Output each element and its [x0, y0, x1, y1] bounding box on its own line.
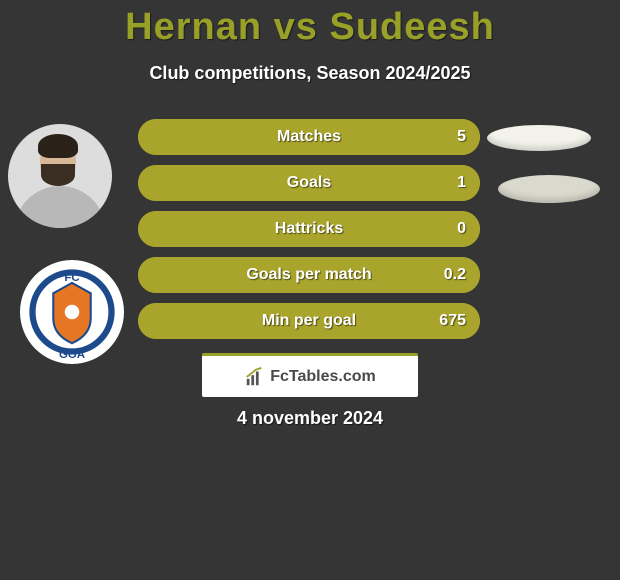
vs-text: vs [274, 6, 318, 48]
side-pill [487, 125, 591, 151]
stat-value: 5 [457, 128, 466, 146]
date-text: 4 november 2024 [0, 408, 620, 429]
watermark-text: FcTables.com [270, 368, 376, 386]
stat-label: Min per goal [262, 312, 356, 330]
subtitle: Club competitions, Season 2024/2025 [0, 63, 620, 84]
stat-value: 0 [457, 220, 466, 238]
stat-value: 1 [457, 174, 466, 192]
stat-label: Goals per match [246, 266, 371, 284]
stat-label: Goals [287, 174, 331, 192]
player1-avatar [8, 124, 112, 228]
svg-text:FC: FC [64, 272, 79, 284]
stat-row: Hattricks 0 [138, 211, 480, 247]
player2-club-badge: FC GOA [20, 260, 124, 364]
svg-text:GOA: GOA [59, 349, 85, 361]
stat-label: Hattricks [275, 220, 343, 238]
chart-icon [244, 366, 266, 388]
stats-container: Matches 5 Goals 1 Hattricks 0 Goals per match 0… [138, 119, 480, 349]
comparison-title: Hernan vs Sudeesh [0, 0, 620, 49]
stat-value: 675 [439, 312, 466, 330]
stat-row: Goals 1 [138, 165, 480, 201]
stat-row: Goals per match 0.2 [138, 257, 480, 293]
stat-value: 0.2 [444, 266, 466, 284]
watermark: FcTables.com [202, 353, 418, 397]
player2-name: Sudeesh [329, 6, 494, 48]
player1-name: Hernan [125, 6, 262, 48]
side-pill [498, 175, 600, 203]
stat-row: Min per goal 675 [138, 303, 480, 339]
stat-row: Matches 5 [138, 119, 480, 155]
stat-label: Matches [277, 128, 341, 146]
